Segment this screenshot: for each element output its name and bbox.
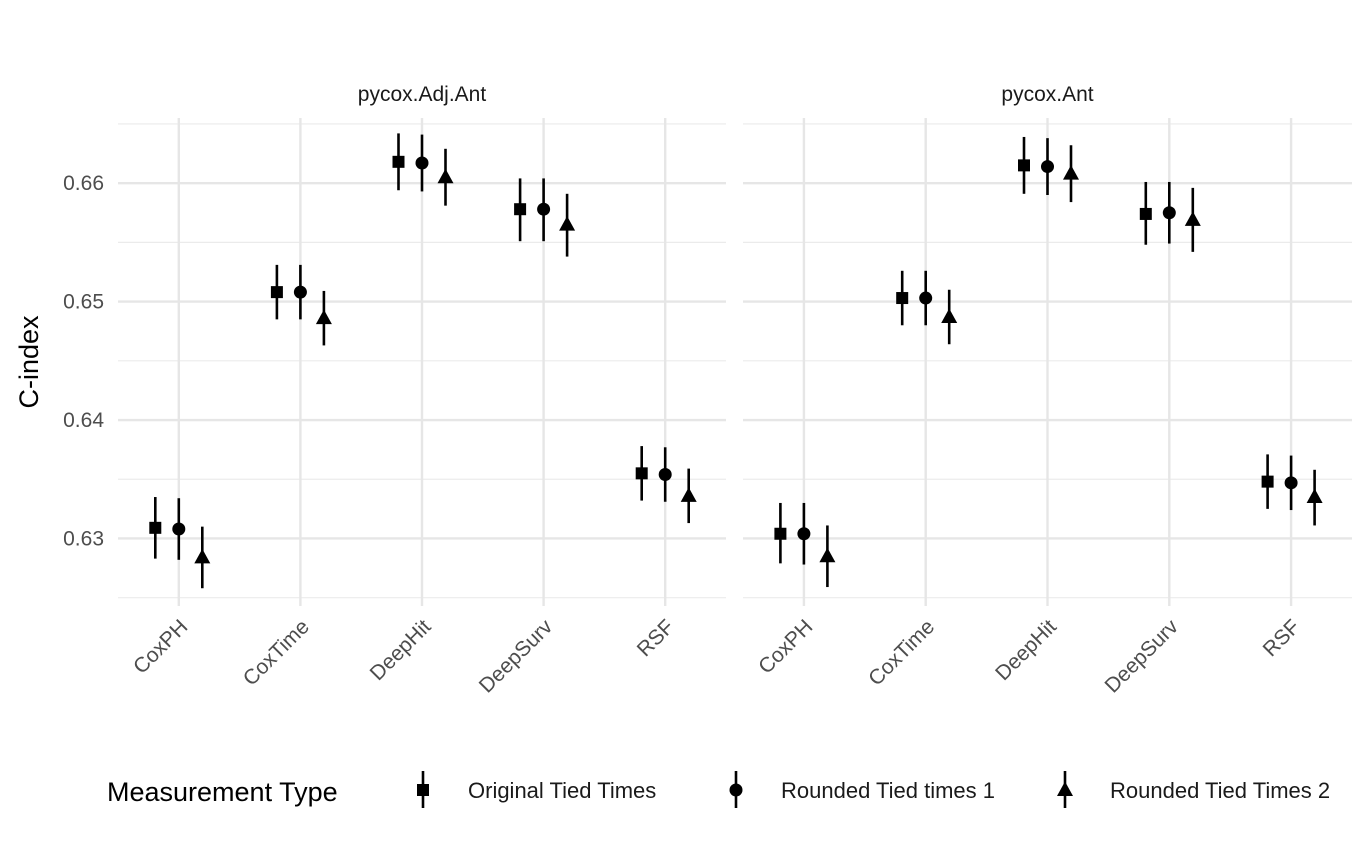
data-point	[896, 292, 909, 305]
series-square	[774, 136, 1274, 564]
y-tick-label: 0.63	[63, 527, 104, 550]
data-point	[1261, 475, 1274, 488]
data-point	[819, 547, 836, 563]
facet-panel: pycox.Adj.Ant 0.63 0.64 0.65 0.66 CoxPH CoxTim…	[63, 83, 726, 698]
x-tick-label: DeepSurv	[475, 615, 558, 698]
data-point	[172, 522, 186, 536]
data-point	[392, 155, 405, 168]
data-point	[315, 309, 332, 325]
data-point	[537, 202, 551, 216]
data-point	[797, 527, 811, 541]
x-tick-label: RSF	[633, 615, 679, 661]
data-point	[514, 203, 527, 216]
x-tick-label: CoxTime	[239, 615, 314, 690]
data-point	[1041, 160, 1054, 174]
data-point	[293, 285, 307, 299]
data-point	[194, 548, 211, 564]
data-point	[1063, 165, 1079, 180]
data-point	[774, 527, 787, 540]
y-tick-label: 0.64	[63, 409, 104, 432]
data-point	[1139, 207, 1152, 220]
series-triangle	[819, 145, 1323, 588]
legend-entry: Rounded Tied times 1	[729, 771, 995, 808]
y-axis-title: C-index	[14, 315, 44, 409]
data-point	[1284, 476, 1298, 490]
x-tick-label: CoxPH	[129, 615, 192, 678]
legend-key-triangle	[1057, 781, 1073, 796]
facet-title: pycox.Adj.Ant	[358, 83, 487, 106]
y-tick-label: 0.66	[63, 172, 104, 195]
data-point	[680, 487, 697, 502]
facet-title: pycox.Ant	[1001, 83, 1093, 106]
legend: Measurement Type Original Tied Times Roun…	[107, 771, 1330, 808]
x-tick-label: DeepHit	[991, 615, 1061, 685]
legend-label: Original Tied Times	[468, 778, 656, 803]
x-tick-label: CoxTime	[864, 615, 939, 690]
facet-panels: pycox.Adj.Ant 0.63 0.64 0.65 0.66 CoxPH CoxTim…	[63, 83, 1352, 698]
x-tick-label: RSF	[1259, 615, 1305, 661]
series-square	[149, 133, 648, 559]
data-point	[1306, 488, 1323, 504]
x-tick-label: CoxPH	[754, 615, 817, 678]
x-tick-label: DeepSurv	[1101, 615, 1184, 698]
series-circle	[172, 134, 672, 560]
legend-label: Rounded Tied times 1	[781, 778, 995, 803]
data-point	[270, 286, 283, 299]
legend-title: Measurement Type	[107, 777, 338, 807]
data-point	[658, 468, 672, 482]
series-circle	[797, 138, 1298, 565]
data-point	[941, 308, 958, 323]
legend-key-circle	[729, 783, 743, 797]
data-point	[149, 521, 162, 534]
facet-panel: pycox.Ant CoxPH CoxTime DeepHit DeepSurv RSF	[743, 83, 1352, 698]
legend-entry: Rounded Tied Times 2	[1057, 771, 1330, 808]
legend-entries: Original Tied Times Rounded Tied times 1 R…	[417, 771, 1330, 808]
y-tick-label: 0.65	[63, 291, 104, 314]
legend-key-square	[417, 784, 429, 796]
legend-entry: Original Tied Times	[417, 771, 656, 808]
data-point	[437, 168, 454, 184]
data-point	[1184, 211, 1201, 226]
data-point	[1018, 159, 1030, 172]
data-point	[559, 216, 576, 231]
data-point	[635, 467, 648, 480]
legend-label: Rounded Tied Times 2	[1110, 778, 1330, 803]
series-triangle	[194, 148, 697, 589]
data-point	[415, 156, 429, 170]
x-tick-label: DeepHit	[366, 615, 436, 685]
data-point	[1162, 206, 1176, 220]
data-point	[919, 291, 933, 305]
